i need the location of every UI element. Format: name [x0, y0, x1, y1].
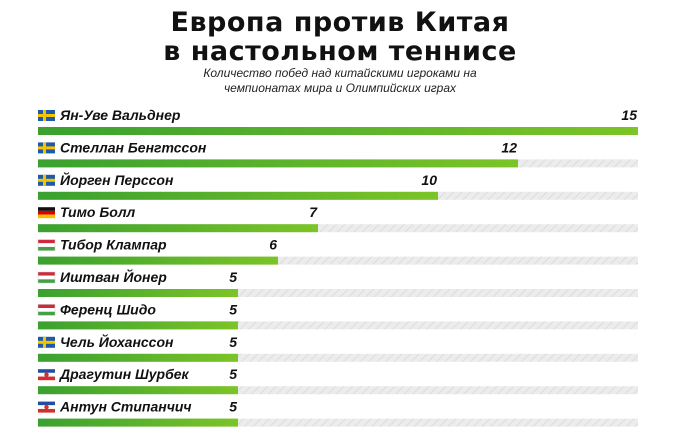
bar-track	[38, 418, 638, 427]
bar	[38, 159, 518, 168]
chart-row: Йорген Перссон 10	[38, 171, 638, 200]
sweden-flag-icon	[38, 336, 55, 348]
bar-track	[38, 386, 638, 395]
bar-track	[38, 321, 638, 330]
data-label: 5	[229, 334, 237, 350]
chart-row: Тибор Клампар 6	[37, 237, 638, 265]
data-label: 5	[229, 301, 237, 317]
chart-row: Драгутин Шурбек 5	[38, 366, 638, 395]
category-label: Антун Стипанчич	[59, 399, 192, 415]
data-label: 6	[269, 237, 277, 253]
bar	[38, 353, 238, 362]
category-label: Йорген Перссон	[60, 171, 174, 188]
sweden-flag-icon	[38, 174, 55, 186]
chart-row: Чель Йохансcон 5	[38, 333, 638, 362]
title-line-2: в настольном теннисе	[163, 36, 517, 67]
hungary-flag-icon	[37, 271, 56, 284]
sweden-flag-icon	[38, 142, 55, 154]
bar	[38, 289, 238, 297]
chart-subtitle: Количество побед над китайскими игроками…	[0, 66, 680, 96]
category-label: Иштван Йонер	[60, 268, 167, 285]
chart-row: Ференц Шидо 5	[37, 301, 638, 330]
subtitle-line-1: Количество побед над китайскими игроками…	[203, 66, 477, 80]
data-label: 5	[229, 399, 237, 415]
bar	[38, 191, 438, 200]
data-label: 7	[309, 204, 318, 220]
chart-row: Ян-Уве Вальднер 15	[38, 107, 638, 135]
bar	[38, 256, 278, 265]
data-label: 15	[621, 107, 637, 123]
germany-flag-icon	[38, 207, 55, 219]
data-label: 10	[421, 172, 437, 188]
category-label: Чель Йохансcон	[60, 333, 174, 350]
chart-row: Антун Стипанчич 5	[38, 399, 638, 427]
yugoslavia-flag-icon	[38, 369, 55, 381]
data-label: 5	[229, 366, 237, 382]
category-label: Тимо Болл	[60, 204, 136, 220]
bar	[38, 386, 238, 395]
data-label: 12	[501, 139, 517, 155]
category-label: Стеллан Бенгтссон	[60, 139, 207, 155]
yugoslavia-flag-icon	[38, 401, 55, 413]
bar-track	[38, 224, 638, 233]
hungary-flag-icon	[37, 239, 56, 251]
bar-track	[38, 353, 638, 362]
bar	[38, 418, 238, 427]
category-label: Тибор Клампар	[60, 237, 167, 253]
subtitle-line-2: чемпионатах мира и Олимпийских играх	[223, 81, 457, 95]
bar	[38, 321, 238, 330]
data-label: 5	[229, 269, 237, 285]
hungary-flag-icon	[37, 304, 56, 316]
chart-row: Тимо Болл 7	[38, 204, 638, 233]
chart-row: Стеллан Бенгтссон 12	[38, 139, 638, 168]
category-label: Драгутин Шурбек	[59, 366, 190, 382]
category-label: Ян-Уве Вальднер	[59, 107, 181, 123]
category-label: Ференц Шидо	[60, 301, 156, 317]
bar	[38, 127, 638, 135]
bar-track	[38, 289, 638, 297]
bar	[38, 224, 318, 233]
chart-title: Европа против Китая в настольном теннисе	[0, 8, 680, 66]
sweden-flag-icon	[38, 110, 55, 121]
title-line-1: Европа против Китая	[170, 7, 510, 38]
bar-track	[38, 256, 638, 265]
chart-row: Иштван Йонер 5	[37, 268, 638, 297]
